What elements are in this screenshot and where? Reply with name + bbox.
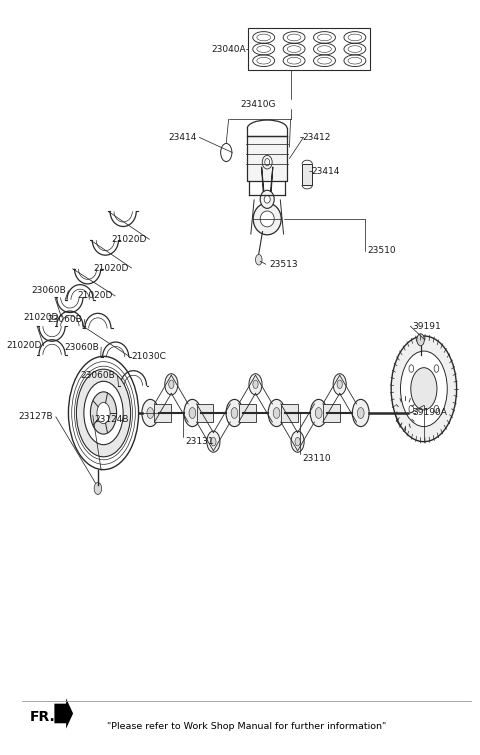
- Circle shape: [434, 405, 439, 413]
- Text: 21020D: 21020D: [77, 291, 113, 300]
- Circle shape: [142, 399, 159, 427]
- Circle shape: [226, 399, 243, 427]
- Circle shape: [417, 334, 424, 346]
- Text: 23060B: 23060B: [64, 343, 99, 352]
- Text: 21020D: 21020D: [112, 235, 147, 244]
- Text: 21020D: 21020D: [94, 263, 129, 273]
- Circle shape: [221, 143, 232, 162]
- Text: "Please refer to Work Shop Manual for further information": "Please refer to Work Shop Manual for fu…: [107, 722, 386, 731]
- Text: 23412: 23412: [302, 133, 331, 142]
- Text: 23131: 23131: [185, 437, 214, 446]
- Text: 39190A: 39190A: [412, 408, 447, 418]
- Text: 23414: 23414: [168, 133, 197, 142]
- Text: 23060B: 23060B: [81, 371, 115, 381]
- Ellipse shape: [265, 159, 270, 166]
- Circle shape: [391, 336, 456, 442]
- Bar: [302, 164, 312, 185]
- Circle shape: [168, 380, 174, 389]
- Circle shape: [352, 399, 369, 427]
- Circle shape: [409, 365, 414, 372]
- Text: FR.: FR.: [30, 710, 56, 724]
- Bar: [323, 404, 340, 422]
- Circle shape: [84, 381, 123, 445]
- Circle shape: [94, 482, 102, 495]
- Text: 21020D: 21020D: [24, 313, 59, 322]
- Circle shape: [231, 408, 238, 418]
- Ellipse shape: [262, 156, 272, 169]
- Circle shape: [165, 374, 178, 395]
- Text: 23060B: 23060B: [31, 286, 66, 295]
- Circle shape: [211, 437, 216, 446]
- Circle shape: [400, 351, 447, 427]
- Bar: [155, 404, 171, 422]
- Circle shape: [409, 405, 414, 413]
- Polygon shape: [262, 167, 273, 202]
- Bar: [197, 404, 214, 422]
- Ellipse shape: [260, 211, 274, 227]
- Circle shape: [434, 365, 439, 372]
- Circle shape: [90, 392, 117, 434]
- Circle shape: [396, 398, 415, 428]
- Circle shape: [333, 374, 346, 395]
- Circle shape: [97, 402, 110, 424]
- Text: 23124B: 23124B: [94, 415, 129, 424]
- Circle shape: [76, 369, 131, 457]
- Ellipse shape: [264, 196, 270, 203]
- Bar: [281, 404, 298, 422]
- Text: 21030C: 21030C: [132, 352, 167, 361]
- Circle shape: [411, 368, 437, 410]
- Text: 23513: 23513: [269, 260, 298, 269]
- Circle shape: [249, 374, 262, 395]
- Text: 23510: 23510: [368, 246, 396, 255]
- Circle shape: [315, 408, 322, 418]
- Circle shape: [184, 399, 201, 427]
- Polygon shape: [54, 698, 73, 729]
- Bar: [249, 28, 370, 69]
- Circle shape: [253, 380, 258, 389]
- Text: 23040A: 23040A: [212, 45, 246, 54]
- Text: 23414: 23414: [312, 167, 340, 176]
- Circle shape: [207, 431, 220, 452]
- Circle shape: [295, 437, 300, 446]
- Ellipse shape: [253, 203, 281, 235]
- Bar: [247, 136, 287, 181]
- Circle shape: [147, 408, 154, 418]
- Text: 21020D: 21020D: [6, 341, 41, 350]
- Text: 23060B: 23060B: [48, 315, 83, 324]
- Circle shape: [291, 431, 304, 452]
- Bar: [239, 404, 255, 422]
- Circle shape: [255, 254, 262, 265]
- Circle shape: [337, 380, 342, 389]
- Text: 23110: 23110: [302, 454, 331, 463]
- Circle shape: [268, 399, 285, 427]
- Text: 23127B: 23127B: [19, 412, 53, 421]
- Circle shape: [273, 408, 280, 418]
- Ellipse shape: [260, 190, 274, 208]
- Circle shape: [310, 399, 327, 427]
- Text: 23410G: 23410G: [240, 100, 276, 109]
- Text: 39191: 39191: [412, 322, 441, 331]
- Circle shape: [358, 408, 364, 418]
- Circle shape: [189, 408, 196, 418]
